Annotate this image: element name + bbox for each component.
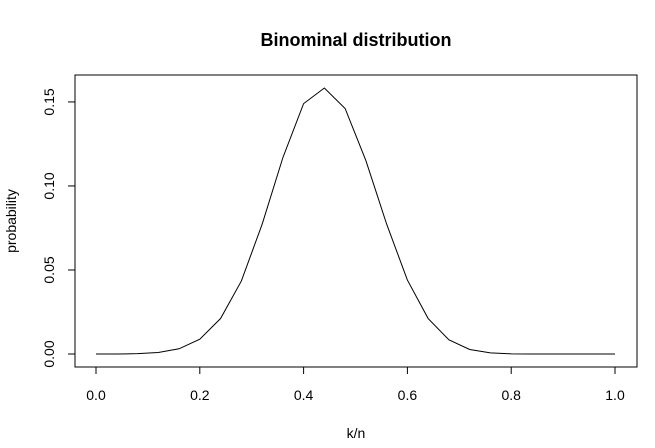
y-tick-label: 0.05 [41,256,57,283]
chart-title: Binominal distribution [261,30,452,50]
series-line [96,87,615,355]
y-tick-label: 0.10 [41,172,57,199]
x-axis: 0.0 0.2 0.4 0.6 0.8 1.0 [86,366,625,403]
y-tick-label: 0.00 [41,340,57,367]
series-layer [96,87,615,355]
x-axis-label: k/n [347,425,366,441]
x-tick-label: 0.8 [501,387,521,403]
x-tick-label: 0.2 [190,387,210,403]
x-tick-label: 0.4 [294,387,314,403]
x-tick-label: 1.0 [605,387,625,403]
x-tick-label: 0.0 [86,387,106,403]
y-axis-label: probability [3,189,19,253]
plot-frame [74,74,638,368]
y-tick-label: 0.15 [41,88,57,115]
x-tick-label: 0.6 [398,387,418,403]
y-axis: 0.00 0.05 0.10 0.15 [41,88,76,368]
